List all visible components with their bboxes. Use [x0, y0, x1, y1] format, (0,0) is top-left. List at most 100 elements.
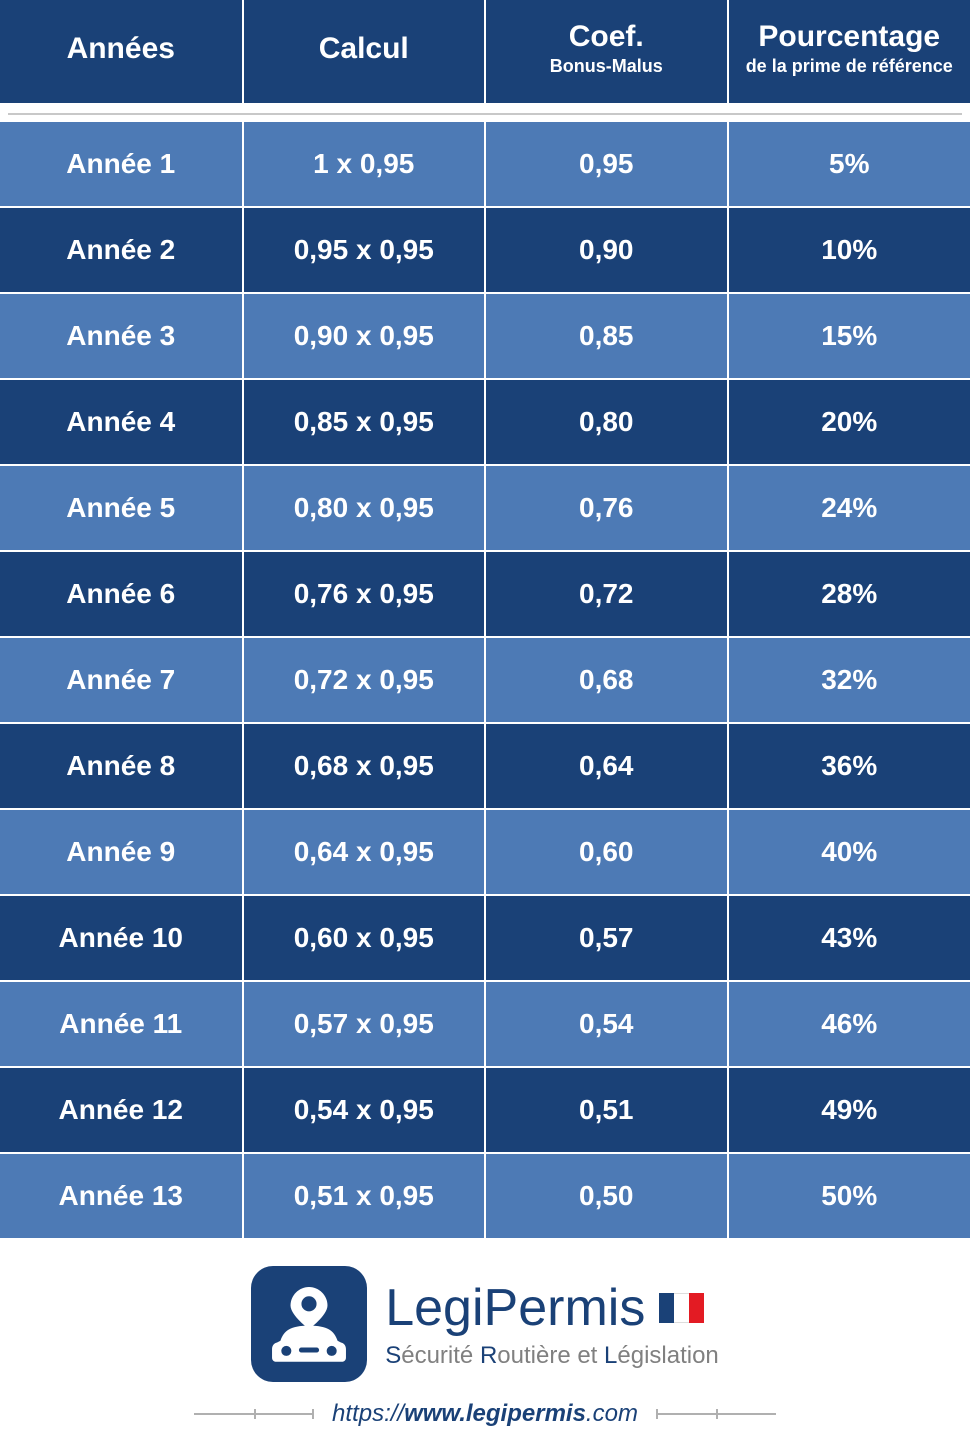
table-cell: 0,90 [485, 207, 728, 293]
table-cell: 0,68 [485, 637, 728, 723]
table-row: Année 11 x 0,950,955% [0, 121, 970, 207]
table-cell: 0,60 x 0,95 [243, 895, 486, 981]
table-cell: 32% [728, 637, 970, 723]
table-cell: 0,51 x 0,95 [243, 1153, 486, 1239]
table-cell: Année 11 [0, 981, 243, 1067]
table-row: Année 70,72 x 0,950,6832% [0, 637, 970, 723]
table-cell: 50% [728, 1153, 970, 1239]
table-cell: 0,68 x 0,95 [243, 723, 486, 809]
flag-icon [659, 1293, 704, 1323]
table-row: Année 30,90 x 0,950,8515% [0, 293, 970, 379]
table-cell: Année 1 [0, 121, 243, 207]
tagline-part: outière et [497, 1342, 604, 1369]
table-cell: 0,80 [485, 379, 728, 465]
decorative-line-right [656, 1413, 776, 1415]
table-cell: 1 x 0,95 [243, 121, 486, 207]
bonus-malus-table-container: Années Calcul Coef. Bonus-Malus Pourcent… [0, 0, 970, 1448]
table-cell: 0,72 x 0,95 [243, 637, 486, 723]
table-cell: 0,54 [485, 981, 728, 1067]
table-row: Année 100,60 x 0,950,5743% [0, 895, 970, 981]
tagline-cap: S [385, 1342, 401, 1369]
col-header-coef: Coef. Bonus-Malus [485, 0, 728, 103]
table-cell: 36% [728, 723, 970, 809]
table-cell: 0,50 [485, 1153, 728, 1239]
brand-url: https://www.legipermis.com [332, 1400, 638, 1428]
table-cell: 0,64 [485, 723, 728, 809]
table-cell: 24% [728, 465, 970, 551]
table-cell: 0,90 x 0,95 [243, 293, 486, 379]
table-cell: Année 6 [0, 551, 243, 637]
col-header-main: Années [8, 32, 234, 66]
table-row: Année 80,68 x 0,950,6436% [0, 723, 970, 809]
table-cell: 0,57 x 0,95 [243, 981, 486, 1067]
url-prefix: https:// [332, 1400, 404, 1427]
url-row: https://www.legipermis.com [10, 1400, 960, 1428]
table-cell: Année 13 [0, 1153, 243, 1239]
table-cell: 49% [728, 1067, 970, 1153]
flag-blue [659, 1293, 674, 1323]
url-suffix: .com [586, 1400, 638, 1427]
table-cell: Année 10 [0, 895, 243, 981]
table-row: Année 120,54 x 0,950,5149% [0, 1067, 970, 1153]
table-cell: Année 12 [0, 1067, 243, 1153]
col-header-annees: Années [0, 0, 243, 103]
table-cell: 5% [728, 121, 970, 207]
brand-logo [251, 1266, 367, 1382]
table-cell: 0,95 [485, 121, 728, 207]
table-cell: 46% [728, 981, 970, 1067]
footer: LegiPermis Sécurité Routière et Législat… [0, 1240, 970, 1448]
table-row: Année 20,95 x 0,950,9010% [0, 207, 970, 293]
table-row: Année 40,85 x 0,950,8020% [0, 379, 970, 465]
table-cell: 10% [728, 207, 970, 293]
table-row: Année 60,76 x 0,950,7228% [0, 551, 970, 637]
table-cell: 15% [728, 293, 970, 379]
table-cell: 28% [728, 551, 970, 637]
tagline-part: égislation [617, 1342, 718, 1369]
table-row: Année 110,57 x 0,950,5446% [0, 981, 970, 1067]
header-row: Années Calcul Coef. Bonus-Malus Pourcent… [0, 0, 970, 103]
tagline-part: écurité [401, 1342, 480, 1369]
table-cell: Année 7 [0, 637, 243, 723]
table-cell: Année 2 [0, 207, 243, 293]
col-header-calcul: Calcul [243, 0, 486, 103]
brand-text: LegiPermis Sécurité Routière et Législat… [385, 1278, 719, 1370]
table-cell: Année 4 [0, 379, 243, 465]
flag-white [674, 1293, 689, 1323]
table-header: Années Calcul Coef. Bonus-Malus Pourcent… [0, 0, 970, 113]
brand-name: LegiPermis [385, 1278, 645, 1338]
car-pin-icon [267, 1282, 351, 1366]
decorative-line-left [194, 1413, 314, 1415]
table-row: Année 130,51 x 0,950,5050% [0, 1153, 970, 1239]
table-cell: 43% [728, 895, 970, 981]
table-cell: 0,60 [485, 809, 728, 895]
table-row: Année 90,64 x 0,950,6040% [0, 809, 970, 895]
table-body: Année 11 x 0,950,955%Année 20,95 x 0,950… [0, 113, 970, 1239]
table-row: Année 50,80 x 0,950,7624% [0, 465, 970, 551]
table-cell: 0,85 [485, 293, 728, 379]
col-header-main: Coef. [494, 20, 719, 54]
table-cell: 0,95 x 0,95 [243, 207, 486, 293]
table-cell: 40% [728, 809, 970, 895]
table-cell: 0,54 x 0,95 [243, 1067, 486, 1153]
table-cell: 0,85 x 0,95 [243, 379, 486, 465]
col-header-pourcentage: Pourcentage de la prime de référence [728, 0, 970, 103]
header-divider [0, 113, 970, 121]
tagline-cap: R [480, 1342, 497, 1369]
table-cell: Année 5 [0, 465, 243, 551]
col-header-sub: de la prime de référence [737, 56, 963, 77]
table-cell: 0,72 [485, 551, 728, 637]
flag-red [689, 1293, 704, 1323]
table-cell: Année 9 [0, 809, 243, 895]
table-cell: Année 3 [0, 293, 243, 379]
table-cell: 0,64 x 0,95 [243, 809, 486, 895]
table-cell: Année 8 [0, 723, 243, 809]
col-header-main: Pourcentage [737, 20, 963, 54]
brand-tagline: Sécurité Routière et Législation [385, 1342, 719, 1370]
col-header-sub: Bonus-Malus [494, 56, 719, 77]
table-cell: 0,51 [485, 1067, 728, 1153]
brand-block: LegiPermis Sécurité Routière et Législat… [251, 1266, 719, 1382]
table-cell: 0,76 [485, 465, 728, 551]
tagline-cap: L [604, 1342, 617, 1369]
col-header-main: Calcul [252, 32, 477, 66]
table-cell: 0,80 x 0,95 [243, 465, 486, 551]
